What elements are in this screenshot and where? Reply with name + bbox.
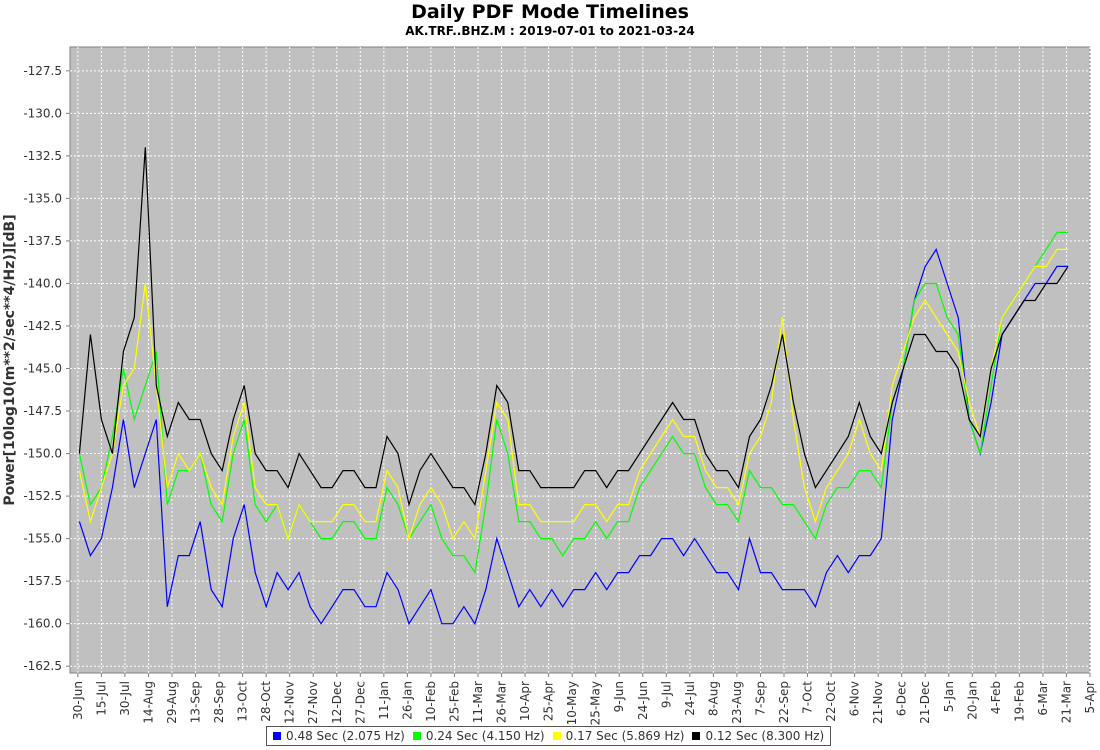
x-tick-label: 14-Aug [141, 681, 155, 724]
x-tick-label: 20-Jan [965, 681, 979, 720]
x-tick-label: 5-Jan [942, 681, 956, 712]
legend-item-4: 0.12 Sec (8.300 Hz) [692, 729, 824, 743]
y-tick-label: -127.5 [23, 64, 62, 78]
y-tick-label: -160.0 [23, 617, 62, 631]
x-tick-label: 26-Jan [400, 681, 414, 720]
x-tick-label: 10-May [565, 681, 579, 725]
x-tick-label: 27-Nov [306, 681, 320, 724]
legend-swatch [692, 732, 701, 740]
x-tick-label: 13-Oct [236, 681, 250, 722]
legend-item-1: 0.48 Sec (2.075 Hz) [273, 729, 405, 743]
x-tick-label: 6-Dec [895, 681, 909, 716]
x-tick-label: 25-May [589, 681, 603, 725]
x-axis: 30-Jun 15-Jul 30-Jul 14-Aug 29-Aug 13-Sep 28-S… [71, 673, 1097, 725]
x-tick-label: 28-Sep [212, 681, 226, 723]
y-tick-label: -137.5 [23, 234, 62, 248]
y-tick-label: -162.5 [23, 659, 62, 673]
x-tick-label: 27-Dec [353, 681, 367, 724]
x-tick-label: 12-Nov [283, 681, 297, 724]
legend: 0.48 Sec (2.075 Hz) 0.24 Sec (4.150 Hz) 0.… [266, 726, 832, 746]
x-tick-label: 24-Jul [683, 681, 697, 716]
y-tick-label: -135.0 [23, 191, 62, 205]
series-line-4 [78, 147, 1069, 507]
y-tick-label: -150.0 [23, 447, 62, 461]
x-tick-label: 4-Feb [989, 681, 1003, 714]
y-tick-label: -147.5 [23, 404, 62, 418]
x-tick-label: 22-Oct [824, 681, 838, 722]
y-tick-label: -132.5 [23, 149, 62, 163]
x-tick-label: 21-Dec [918, 681, 932, 724]
chart-title: Daily PDF Mode Timelines [411, 1, 689, 23]
x-tick-label: 7-Oct [801, 681, 815, 714]
x-tick-label: 6-Mar [1036, 681, 1050, 716]
chart-subtitle: AK.TRF..BHZ.M : 2019-07-01 to 2021-03-24 [405, 24, 695, 38]
x-tick-label: 8-Aug [706, 681, 720, 716]
x-tick-label: 30-Jun [71, 681, 85, 720]
x-tick-label: 6-Nov [848, 681, 862, 716]
y-tick-label: -157.5 [23, 574, 62, 588]
x-tick-label: 23-Aug [730, 681, 744, 724]
x-tick-label: 21-Mar [1059, 681, 1073, 723]
x-tick-label: 7-Sep [753, 681, 767, 716]
plot-area [69, 46, 1091, 674]
y-axis: -127.5 -130.0 -132.5 -135.0 -137.5 -140.0 -142… [23, 64, 70, 673]
legend-label: 0.17 Sec (5.869 Hz) [565, 729, 685, 743]
legend-item-3: 0.17 Sec (5.869 Hz) [552, 729, 685, 743]
x-tick-label: 26-Mar [495, 681, 509, 723]
legend-swatch [552, 732, 561, 740]
x-tick-label: 15-Jul [94, 681, 108, 716]
y-tick-label: -140.0 [23, 276, 62, 290]
series-lines [78, 147, 1069, 626]
x-tick-label: 22-Sep [777, 681, 791, 723]
x-tick-label: 21-Nov [871, 681, 885, 724]
x-tick-label: 29-Aug [165, 681, 179, 724]
y-tick-label: -145.0 [23, 362, 62, 376]
x-tick-label: 12-Dec [330, 681, 344, 724]
legend-label: 0.48 Sec (2.075 Hz) [286, 729, 405, 743]
x-tick-label: 19-Feb [1012, 681, 1026, 722]
x-tick-label: 9-Jun [612, 681, 626, 712]
y-tick-label: -142.5 [23, 319, 62, 333]
x-tick-label: 24-Jun [636, 681, 650, 720]
y-tick-label: -130.0 [23, 106, 62, 120]
x-tick-label: 9-Jul [659, 681, 673, 708]
y-axis-label: Power[10log10(m**2/sec**4/Hz)][dB] [2, 214, 18, 505]
x-tick-label: 30-Jul [118, 681, 132, 716]
legend-label: 0.12 Sec (8.300 Hz) [705, 729, 825, 743]
x-tick-label: 10-Apr [518, 681, 532, 721]
x-tick-label: 25-Feb [447, 681, 461, 722]
x-tick-label: 11-Jan [377, 681, 391, 720]
x-tick-label: 5-Apr [1083, 681, 1097, 714]
x-tick-label: 13-Sep [189, 681, 203, 723]
y-tick-label: -155.0 [23, 532, 62, 546]
legend-swatch [412, 732, 421, 740]
x-tick-label: 28-Oct [259, 681, 273, 722]
x-tick-label: 10-Feb [424, 681, 438, 722]
line-chart: -127.5 -130.0 -132.5 -135.0 -137.5 -140.0 -142… [2, 46, 1097, 725]
grid-lines [70, 47, 1091, 673]
x-tick-label: 25-Apr [542, 681, 556, 721]
y-tick-label: -152.5 [23, 489, 62, 503]
legend-item-2: 0.24 Sec (4.150 Hz) [412, 729, 545, 743]
legend-label: 0.24 Sec (4.150 Hz) [425, 729, 545, 743]
series-line-3 [78, 248, 1068, 541]
legend-swatch [273, 732, 281, 740]
x-tick-label: 11-Mar [471, 681, 485, 723]
